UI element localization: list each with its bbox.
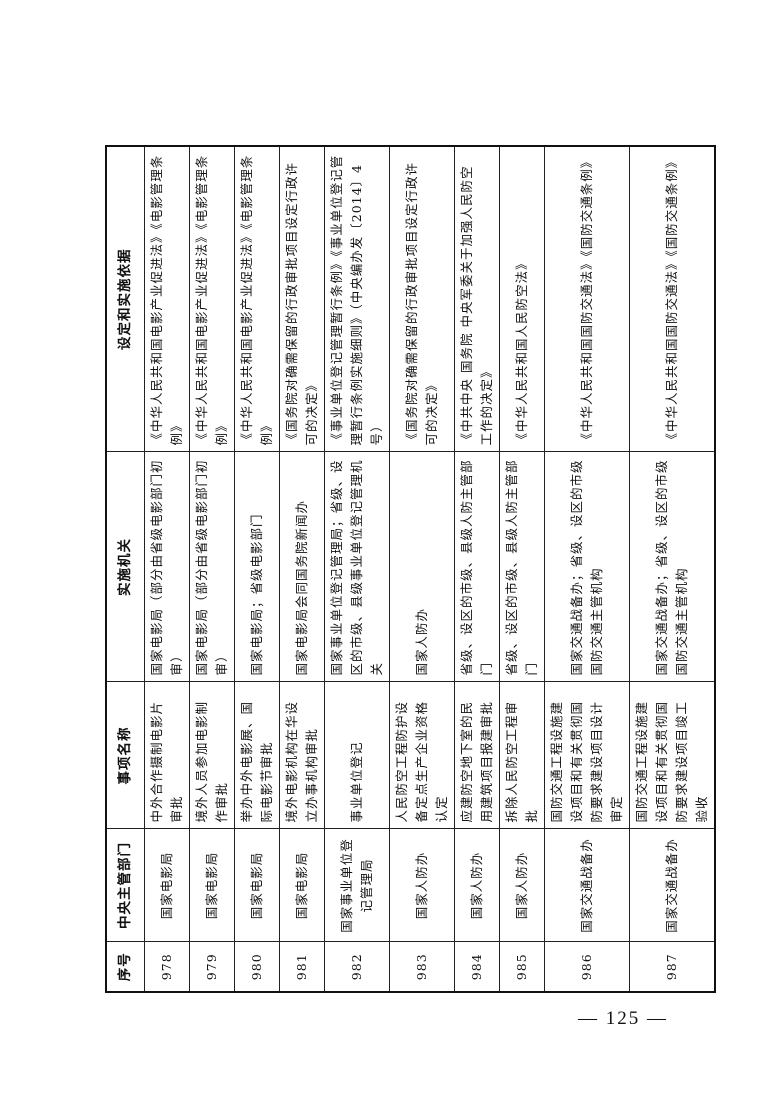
cell-basis: 《中华人民共和国国防交通法》《国防交通条例》: [629, 146, 715, 452]
table-row: 978 国家电影局 中外合作摄制电影片审批 国家电影局（部分由省级电影部门初审） 《中华…: [144, 146, 189, 992]
cell-org: 省级、设区的市级、县级人防主管部门: [454, 452, 499, 682]
table-row: 985 国家人防办 拆除人民防空工程审批 省级、设区的市级、县级人防主管部门 《中华人民…: [499, 146, 544, 992]
cell-org: 国家交通战备办；省级、设区的市级国防交通主管机构: [629, 452, 715, 682]
cell-item: 国防交通工程设施建设项目和有关贯彻国防要求建设项目竣工验收: [629, 682, 715, 829]
cell-org: 国家交通战备办；省级、设区的市级国防交通主管机构: [544, 452, 629, 682]
table-row: 979 国家电影局 境外人员参加电影制作审批 国家电影局（部分由省级电影部门初审） 《中…: [189, 146, 234, 992]
header-basis: 设定和实施依据: [106, 146, 144, 452]
cell-no: 987: [629, 942, 715, 992]
cell-item: 境外人员参加电影制作审批: [189, 682, 234, 829]
cell-dept: 国家电影局: [279, 829, 324, 942]
cell-no: 981: [279, 942, 324, 992]
table-row: 980 国家电影局 举办中外电影展、国际电影节审批 国家电影局；省级电影部门 《中华人民…: [234, 146, 279, 992]
cell-dept: 国家人防办: [499, 829, 544, 942]
header-no: 序号: [106, 942, 144, 992]
cell-no: 982: [324, 942, 389, 992]
cell-basis: 《事业单位登记管理暂行条例》《事业单位登记管理暂行条例实施细则》（中央编办发〔2…: [324, 146, 389, 452]
cell-no: 984: [454, 942, 499, 992]
cell-basis: 《中华人民共和国电影产业促进法》《电影管理条例》: [189, 146, 234, 452]
cell-item: 事业单位登记: [324, 682, 389, 829]
table-row: 981 国家电影局 境外电影机构在华设立办事机构审批 国家电影局会同国务院新闻办 《国务…: [279, 146, 324, 992]
table-header-row: 序号 中央主管部门 事项名称 实施机关 设定和实施依据: [106, 146, 144, 992]
cell-org: 国家电影局（部分由省级电影部门初审）: [189, 452, 234, 682]
cell-no: 980: [234, 942, 279, 992]
cell-org: 国家电影局；省级电影部门: [234, 452, 279, 682]
cell-org: 国家人防办: [389, 452, 454, 682]
cell-basis: 《中共中央 国务院 中央军委关于加强人民防空工作的决定》: [454, 146, 499, 452]
cell-item: 举办中外电影展、国际电影节审批: [234, 682, 279, 829]
approval-items-table: 序号 中央主管部门 事项名称 实施机关 设定和实施依据 978 国家电影局 中外合作…: [105, 145, 716, 993]
cell-no: 985: [499, 942, 544, 992]
cell-basis: 《中华人民共和国人民防空法》: [499, 146, 544, 452]
page-number: — 125 —: [578, 1008, 668, 1029]
cell-dept: 国家事业单位登记管理局: [324, 829, 389, 942]
cell-org: 省级、设区的市级、县级人防主管部门: [499, 452, 544, 682]
cell-dept: 国家电影局: [189, 829, 234, 942]
table-row: 984 国家人防办 应建防空地下室的民用建筑项目报建审批 省级、设区的市级、县级人防主…: [454, 146, 499, 992]
cell-item: 境外电影机构在华设立办事机构审批: [279, 682, 324, 829]
cell-org: 国家电影局（部分由省级电影部门初审）: [144, 452, 189, 682]
cell-dept: 国家电影局: [144, 829, 189, 942]
table-row: 983 国家人防办 人民防空工程防护设备定点生产企业资格认定 国家人防办 《国务院对确需…: [389, 146, 454, 992]
header-dept: 中央主管部门: [106, 829, 144, 942]
cell-basis: 《中华人民共和国电影产业促进法》《电影管理条例》: [234, 146, 279, 452]
cell-dept: 国家人防办: [454, 829, 499, 942]
cell-item: 拆除人民防空工程审批: [499, 682, 544, 829]
cell-no: 986: [544, 942, 629, 992]
cell-item: 国防交通工程设施建设项目和有关贯彻国防要求建设项目设计审定: [544, 682, 629, 829]
cell-basis: 《国务院对确需保留的行政审批项目设定行政许可的决定》: [279, 146, 324, 452]
header-item: 事项名称: [106, 682, 144, 829]
table-row: 986 国家交通战备办 国防交通工程设施建设项目和有关贯彻国防要求建设项目设计审定国…: [544, 146, 629, 992]
cell-basis: 《国务院对确需保留的行政审批项目设定行政许可的决定》: [389, 146, 454, 452]
cell-basis: 《中华人民共和国国防交通法》《国防交通条例》: [544, 146, 629, 452]
cell-dept: 国家电影局: [234, 829, 279, 942]
cell-org: 国家电影局会同国务院新闻办: [279, 452, 324, 682]
table-row: 987 国家交通战备办 国防交通工程设施建设项目和有关贯彻国防要求建设项目竣工验收国…: [629, 146, 715, 992]
cell-dept: 国家交通战备办: [544, 829, 629, 942]
cell-no: 983: [389, 942, 454, 992]
cell-item: 中外合作摄制电影片审批: [144, 682, 189, 829]
rotated-table-wrapper: 序号 中央主管部门 事项名称 实施机关 设定和实施依据 978 国家电影局 中外合作…: [105, 145, 716, 993]
header-org: 实施机关: [106, 452, 144, 682]
cell-basis: 《中华人民共和国电影产业促进法》《电影管理条例》: [144, 146, 189, 452]
table-row: 982 国家事业单位登记管理局 事业单位登记 国家事业单位登记管理局；省级、设区的市级…: [324, 146, 389, 992]
cell-item: 人民防空工程防护设备定点生产企业资格认定: [389, 682, 454, 829]
cell-org: 国家事业单位登记管理局；省级、设区的市级、县级事业单位登记管理机关: [324, 452, 389, 682]
cell-dept: 国家交通战备办: [629, 829, 715, 942]
cell-item: 应建防空地下室的民用建筑项目报建审批: [454, 682, 499, 829]
cell-dept: 国家人防办: [389, 829, 454, 942]
cell-no: 978: [144, 942, 189, 992]
cell-no: 979: [189, 942, 234, 992]
